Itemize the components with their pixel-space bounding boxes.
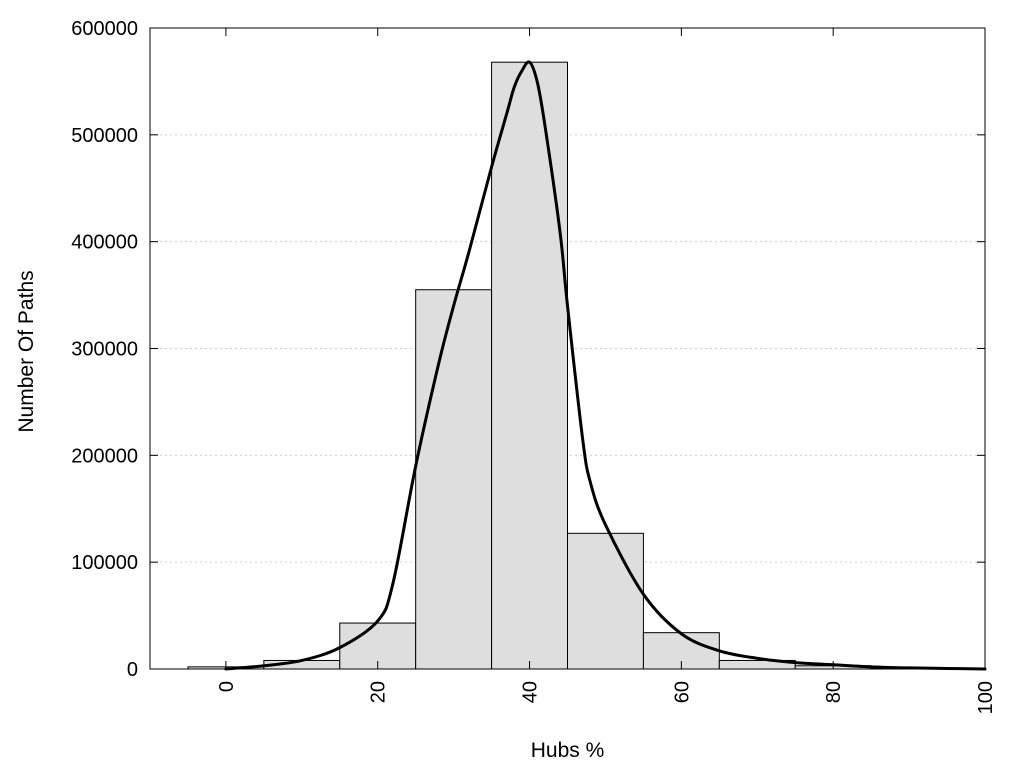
histogram-bar: [415, 289, 493, 670]
axis-ticks: 0 100000 200000 300000 400000 500000 600000 0 20…: [71, 18, 997, 714]
x-tick-label: 60: [671, 681, 693, 703]
y-tick-label: 600000: [71, 18, 138, 40]
histogram-bars: [187, 61, 948, 670]
y-tick-label: 200000: [71, 445, 138, 467]
grid-lines: [150, 134, 985, 563]
x-axis-label: Hubs %: [531, 739, 605, 762]
y-tick-label: 400000: [71, 232, 138, 254]
x-tick-label: 80: [823, 681, 845, 703]
y-tick-label: 100000: [71, 552, 138, 574]
x-tick-label: 100: [975, 681, 997, 714]
y-tick-label: 500000: [71, 125, 138, 147]
x-tick-label: 40: [520, 681, 542, 703]
y-tick-label: 0: [127, 659, 138, 681]
histogram-bar: [567, 532, 644, 670]
x-tick-label: 20: [368, 681, 390, 703]
x-tick-label: 0: [216, 681, 238, 692]
density-curve: [224, 60, 987, 671]
y-tick-label: 300000: [71, 339, 138, 361]
histogram-bar: [491, 61, 568, 670]
y-axis-label: Number Of Paths: [15, 270, 38, 432]
